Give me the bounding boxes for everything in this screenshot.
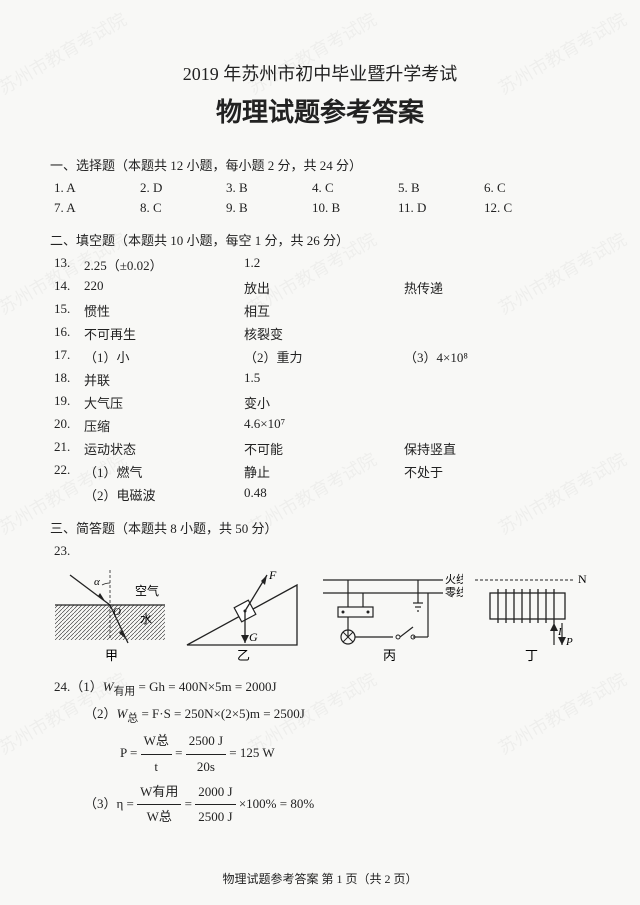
label-water: 水 (140, 612, 152, 626)
watermark: 苏州市教育考试院 (0, 6, 131, 101)
section1-head: 一、选择题（本题共 12 小题，每小题 2 分，共 24 分） (50, 155, 590, 174)
mc-answer: 4. C (312, 180, 398, 196)
q24-frac1-n: W总 (141, 729, 172, 755)
figure-yi: F G 乙 (177, 565, 307, 665)
mc-answer: 8. C (140, 200, 226, 216)
mc-answer: 1. A (54, 180, 140, 196)
fill-row: 13.2.25（±0.02）1.2 (50, 255, 590, 274)
q24-sub1: 有用 (114, 686, 136, 698)
q24-frac3-d: W总 (137, 805, 181, 830)
figure-label-ding: 丁 (525, 648, 538, 663)
label-air: 空气 (135, 583, 159, 598)
mc-answer: 6. C (484, 180, 570, 196)
q24-solution: 24.（1）W有用 = Gh = 400N×5m = 2000J （2）W总 =… (50, 675, 590, 830)
q24-2-eq: = F·S = 250N×(2×5)m = 2500J (138, 706, 305, 721)
watermark: 苏州市教育考试院 (493, 6, 631, 101)
fill-row: 19.大气压变小 (50, 393, 590, 412)
mc-answer: 5. B (398, 180, 484, 196)
q24-frac2-n: 2500 J (186, 729, 226, 755)
fill-row: （2）电磁波0.48 (50, 485, 590, 504)
q24-sub2: 总 (127, 713, 138, 725)
q24-2-prefix: （2） (84, 706, 117, 721)
mc-answer: 2. D (140, 180, 226, 196)
q24-1-eq: = Gh = 400N×5m = 2000J (135, 679, 276, 694)
label-O: O (113, 606, 121, 618)
fill-row: 20.压缩4.6×10⁷ (50, 416, 590, 435)
label-P: P (565, 636, 573, 648)
label-N: N (578, 572, 587, 586)
fill-row: 16.不可再生核裂变 (50, 324, 590, 343)
mc-answer: 11. D (398, 200, 484, 216)
mc-answers: 1. A2. D3. B4. C5. B6. C 7. A8. C9. B10. … (50, 180, 590, 216)
section3-head: 三、简答题（本题共 8 小题，共 50 分） (50, 518, 590, 537)
q24-1-prefix: 24.（1） (54, 679, 103, 694)
figure-label-bing: 丙 (383, 648, 396, 663)
q24-eq3: = (172, 745, 186, 760)
page-footer: 物理试题参考答案 第 1 页（共 2 页） (0, 870, 640, 887)
q24-eq4: = (181, 796, 195, 811)
q24-3-prefix: （3）η = (84, 796, 137, 811)
fill-row: 21.运动状态不可能保持竖直 (50, 439, 590, 458)
q23-figures: α O 空气 水 甲 F G 乙 火线 零线 (50, 565, 590, 665)
mc-answer: 7. A (54, 200, 140, 216)
q24-W2: W (117, 706, 128, 721)
figure-label-jia: 甲 (105, 648, 118, 663)
q24-W1: W (103, 679, 114, 694)
q24-frac3-n: W有用 (137, 780, 181, 806)
label-alpha: α (94, 576, 100, 588)
label-ling: 零线 (445, 585, 463, 599)
mc-answer: 12. C (484, 200, 570, 216)
fill-answers: 13.2.25（±0.02）1.2 14.220放出热传递 15.惯性相互 16.不可… (50, 255, 590, 504)
q24-frac4-n: 2000 J (195, 780, 235, 806)
mc-answer: 10. B (312, 200, 398, 216)
q24-P-result: = 125 W (226, 745, 275, 760)
q24-eta-result: ×100% = 80% (236, 796, 315, 811)
figure-label-yi: 乙 (237, 648, 250, 663)
fill-row: 14.220放出热传递 (50, 278, 590, 297)
q24-frac1-d: t (141, 755, 172, 780)
q24-frac4-d: 2500 J (195, 805, 235, 830)
fill-row: 18.并联1.5 (50, 370, 590, 389)
figure-ding: N I P 丁 (470, 565, 590, 665)
q23-num: 23. (50, 543, 590, 559)
figure-jia: α O 空气 水 甲 (50, 565, 170, 665)
fill-row: 15.惯性相互 (50, 301, 590, 320)
page-title: 物理试题参考答案 (50, 92, 590, 129)
watermark: 苏州市教育考试院 (243, 6, 381, 101)
label-F: F (268, 568, 277, 582)
label-huo: 火线 (445, 572, 463, 586)
fill-row: 17.（1）小（2）重力（3）4×10⁸ (50, 347, 590, 366)
mc-answer: 9. B (226, 200, 312, 216)
fill-row: 22.（1）燃气静止不处于 (50, 462, 590, 481)
mc-answer: 3. B (226, 180, 312, 196)
page-subtitle: 2019 年苏州市初中毕业暨升学考试 (50, 60, 590, 86)
figure-bing: 火线 零线 丙 (313, 565, 463, 665)
label-G: G (249, 630, 258, 644)
q24-P-prefix: P = (120, 745, 141, 760)
section2-head: 二、填空题（本题共 10 小题，每空 1 分，共 26 分） (50, 230, 590, 249)
q24-frac2-d: 20s (186, 755, 226, 780)
